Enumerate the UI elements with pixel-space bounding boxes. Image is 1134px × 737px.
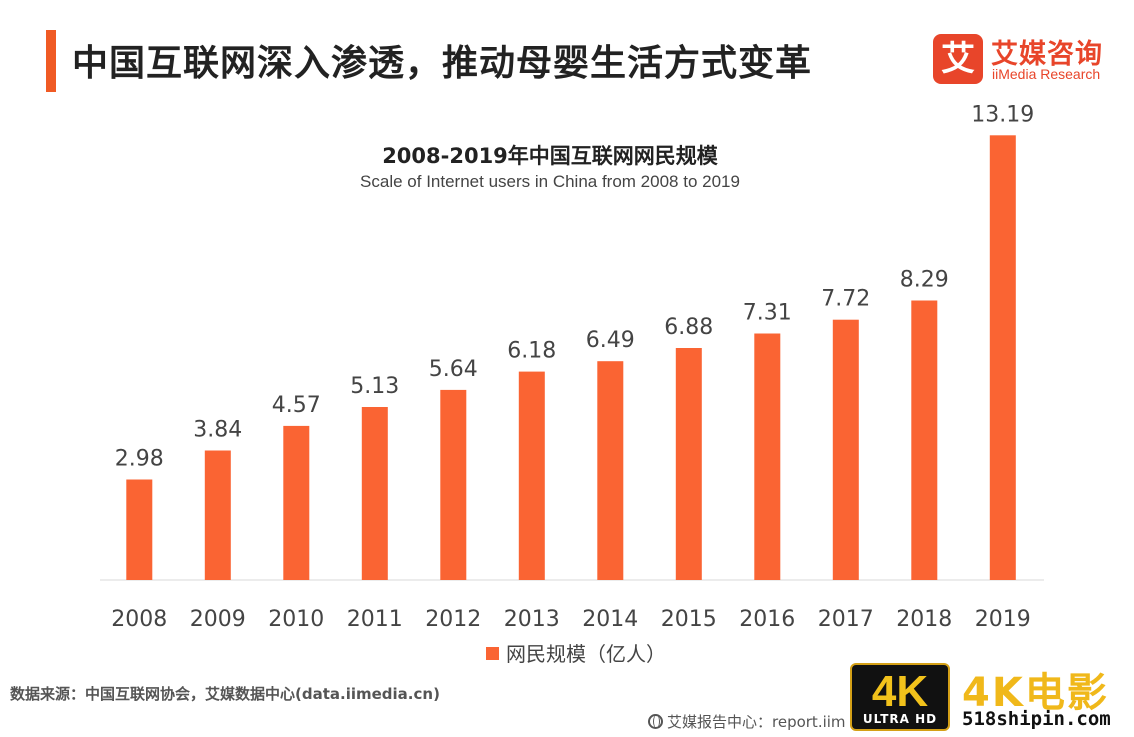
- legend-swatch: [486, 647, 499, 660]
- bar-2013: [518, 371, 545, 580]
- logo-mark-icon: 艾: [933, 34, 983, 84]
- page-title: 中国互联网深入渗透，推动母婴生活方式变革: [72, 43, 813, 84]
- chart-title: 2008-2019年中国互联网网民规模: [382, 144, 718, 168]
- logo-cn-text: 艾媒咨询: [991, 39, 1103, 70]
- x-tick-label-2010: 2010: [268, 607, 324, 632]
- x-tick-label-2016: 2016: [739, 607, 795, 632]
- watermark-url: 518shipin.com: [962, 708, 1111, 730]
- watermark-badge-small: ULTRA HD: [862, 712, 938, 726]
- report-center-link: 艾媒报告中心：report.iim: [648, 711, 846, 732]
- watermark-badge: 4K ULTRA HD: [850, 663, 950, 731]
- bar-2009: [204, 450, 231, 580]
- bar-2018: [911, 300, 938, 580]
- data-label-2016: 7.31: [743, 301, 792, 326]
- x-tick-label-2015: 2015: [661, 607, 717, 632]
- x-tick-label-2017: 2017: [818, 607, 874, 632]
- data-label-2008: 2.98: [115, 447, 164, 472]
- data-label-2017: 7.72: [821, 287, 870, 312]
- data-label-2013: 6.18: [507, 339, 556, 364]
- chart-legend: 网民规模（亿人）: [486, 638, 666, 667]
- x-tick-label-2012: 2012: [425, 607, 481, 632]
- bar-2012: [440, 389, 467, 580]
- data-label-2009: 3.84: [193, 418, 242, 443]
- globe-icon: [648, 714, 663, 729]
- bar-2010: [283, 425, 310, 580]
- watermark-text: 4K电影: [962, 670, 1109, 716]
- title-accent-bar: [46, 30, 56, 92]
- x-tick-label-2009: 2009: [190, 607, 246, 632]
- data-source-note: 数据来源：中国互联网协会，艾媒数据中心(data.iimedia.cn): [10, 685, 440, 703]
- data-label-2015: 6.88: [664, 315, 713, 340]
- brand-logo: 艾 艾媒咨询 iiMedia Research: [933, 30, 1123, 86]
- data-label-2011: 5.13: [350, 374, 399, 399]
- data-label-2018: 8.29: [900, 268, 949, 293]
- data-label-2019: 13.19: [971, 102, 1034, 127]
- watermark-badge-big: 4K: [871, 667, 929, 716]
- data-label-2010: 4.57: [272, 393, 321, 418]
- x-tick-label-2018: 2018: [896, 607, 952, 632]
- logo-en-text: iiMedia Research: [992, 66, 1101, 82]
- bar-2011: [361, 407, 388, 580]
- legend-label: 网民规模（亿人）: [506, 642, 666, 666]
- bar-2016: [754, 333, 781, 580]
- bar-2008: [126, 479, 153, 580]
- report-center-text: 艾媒报告中心：report.iim: [667, 713, 846, 731]
- data-label-2012: 5.64: [429, 357, 478, 382]
- bar-2019: [989, 135, 1016, 581]
- bar-2015: [675, 348, 702, 580]
- x-tick-label-2013: 2013: [504, 607, 560, 632]
- chart-subtitle: Scale of Internet users in China from 20…: [360, 172, 740, 191]
- x-tick-label-2014: 2014: [582, 607, 638, 632]
- bar-2014: [597, 361, 624, 580]
- x-tick-label-2019: 2019: [975, 607, 1031, 632]
- bar-2017: [832, 319, 859, 580]
- x-tick-label-2008: 2008: [111, 607, 167, 632]
- x-tick-label-2011: 2011: [347, 607, 403, 632]
- data-label-2014: 6.49: [586, 328, 635, 353]
